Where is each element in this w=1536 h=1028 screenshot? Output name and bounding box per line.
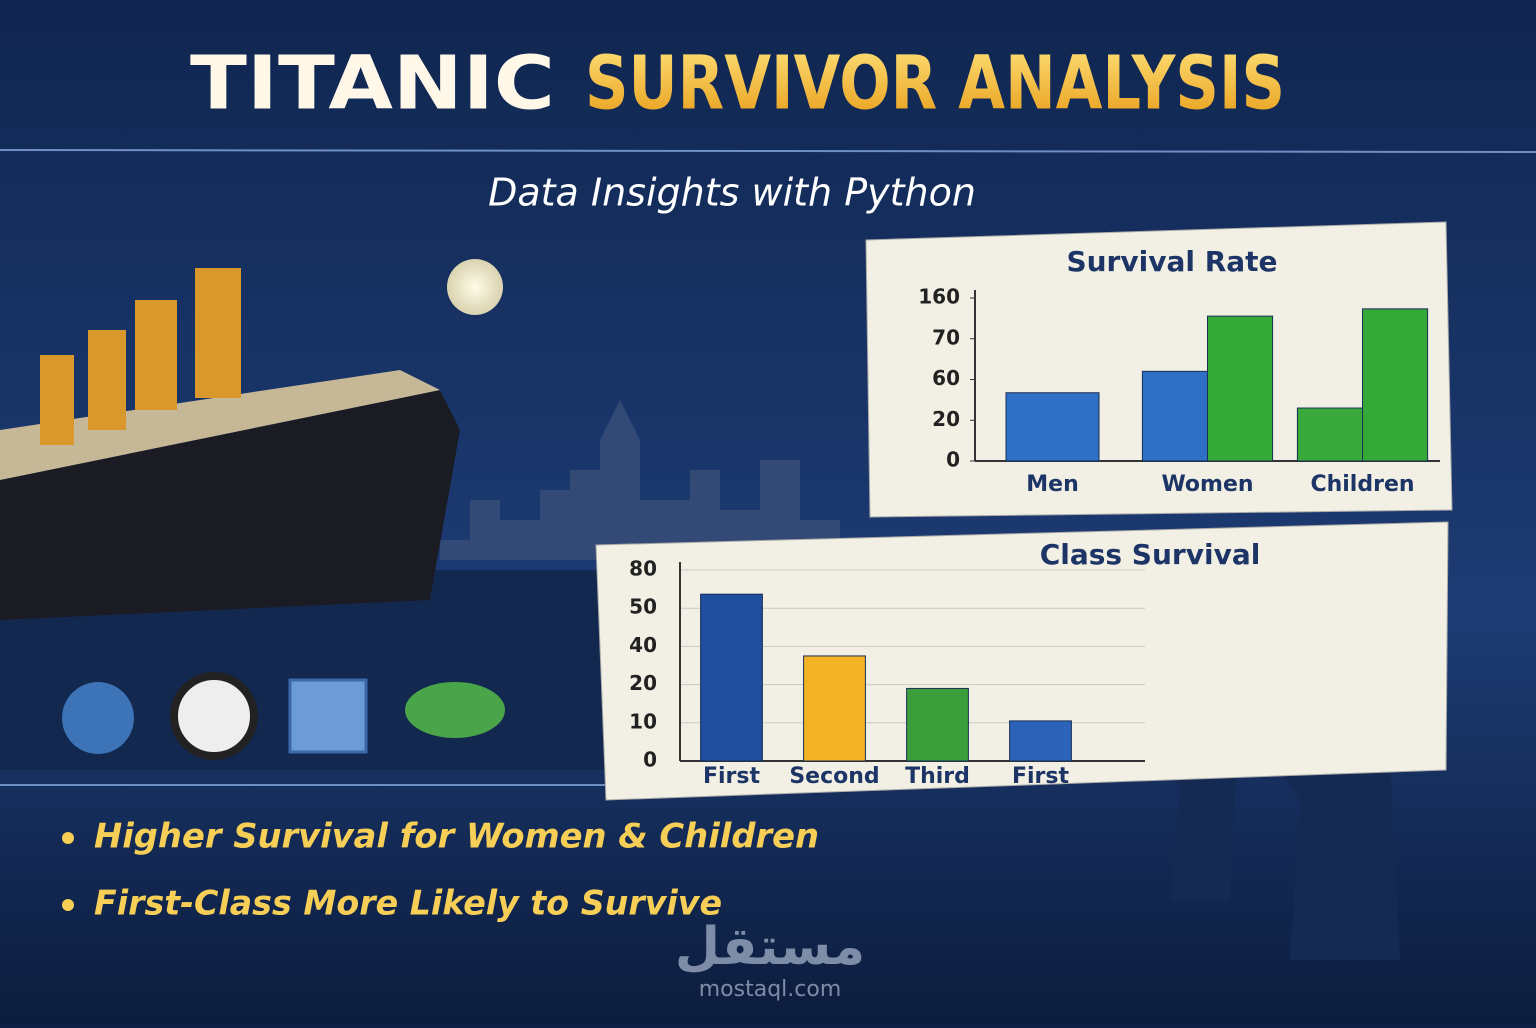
y-tick-label: 10 [629, 709, 657, 733]
chart-title: Survival Rate [1066, 245, 1277, 278]
bar [1009, 720, 1072, 762]
y-tick-label: 70 [932, 325, 960, 349]
x-tick-label: Children [1310, 472, 1414, 497]
y-tick-label: 60 [932, 366, 960, 390]
watermark-url: mostaql.com [699, 977, 842, 1002]
bar [906, 687, 969, 762]
ship-deck [0, 370, 440, 480]
bar [1296, 407, 1364, 462]
moon [447, 259, 503, 315]
python-icon [62, 682, 134, 754]
y-tick-label: 0 [946, 448, 960, 472]
ship-hull [0, 390, 460, 620]
y-tick-label: 0 [643, 748, 657, 772]
title: SURVIVOR ANALYSIS [585, 41, 1285, 127]
x-tick-label: First [1012, 764, 1070, 789]
x-tick-label: Men [1026, 472, 1078, 497]
title: TITANIC [190, 41, 555, 127]
subtitle: Data Insights with Python [488, 171, 976, 215]
y-tick-label: 80 [629, 557, 657, 581]
y-tick-label: 160 [918, 285, 960, 309]
numpy-icon [288, 678, 368, 754]
bar [700, 593, 763, 762]
bar [1362, 308, 1429, 462]
divider [0, 149, 1536, 153]
funnel [195, 268, 241, 398]
skyline [440, 400, 840, 560]
watermark-brand: مستقل [675, 917, 865, 977]
x-tick-label: First [703, 764, 761, 789]
funnel [40, 355, 74, 445]
x-tick-label: Second [789, 764, 879, 789]
seaborn-icon [405, 682, 505, 738]
x-tick-label: Third [905, 764, 970, 789]
y-tick-label: 50 [629, 595, 657, 619]
funnel [88, 330, 126, 430]
bullet: Higher Survival for Women & Children [94, 817, 819, 857]
chart-title: Class Survival [1040, 538, 1261, 571]
bar [803, 655, 866, 762]
pandas-icon [170, 672, 258, 760]
bullet: First-Class More Likely to Survive [94, 884, 722, 924]
y-tick-label: 20 [629, 671, 657, 695]
bullet-dot [62, 899, 74, 911]
bar [1005, 392, 1100, 462]
bullet-dot [62, 832, 74, 844]
bar [1141, 370, 1209, 462]
y-tick-label: 40 [629, 633, 657, 657]
funnel [135, 300, 177, 410]
x-tick-label: Women [1161, 472, 1253, 497]
bar [1207, 315, 1274, 462]
y-tick-label: 20 [932, 407, 960, 431]
